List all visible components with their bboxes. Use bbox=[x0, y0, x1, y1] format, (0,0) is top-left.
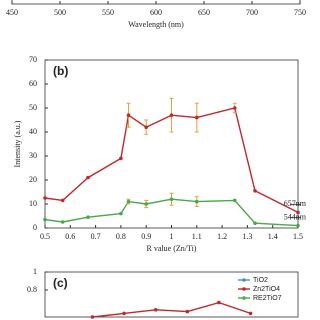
series-annotation: 657nm bbox=[284, 199, 307, 208]
point bbox=[253, 221, 257, 225]
point bbox=[185, 309, 190, 314]
legend-marker bbox=[242, 287, 246, 291]
point bbox=[144, 125, 148, 129]
point bbox=[86, 215, 90, 219]
y-tick-label: 60 bbox=[29, 79, 37, 88]
y-tick-label: 30 bbox=[29, 151, 37, 160]
x-tick-label: 1.1 bbox=[192, 232, 202, 241]
y-tick-label: 0.8 bbox=[27, 285, 37, 294]
point bbox=[126, 113, 131, 117]
point bbox=[119, 211, 123, 216]
y-tick-label: 1 bbox=[33, 267, 37, 276]
point bbox=[296, 223, 300, 228]
y-axis-label: Intensity (a.u.) bbox=[13, 120, 22, 167]
x-axis-label: R value (Zn/Ti) bbox=[147, 244, 197, 253]
x-tick-label: 0.9 bbox=[141, 232, 151, 241]
panel-label: (b) bbox=[53, 64, 68, 78]
legend-label: TiO2 bbox=[253, 277, 268, 284]
y-tick-label: 50 bbox=[29, 103, 37, 112]
point bbox=[60, 198, 65, 203]
legend-label: Zn2TiO4 bbox=[253, 286, 280, 293]
x-tick-label: 1.2 bbox=[217, 232, 227, 241]
point bbox=[126, 199, 131, 204]
panel-label: (c) bbox=[53, 276, 68, 290]
x-tick-label: 650 bbox=[198, 8, 210, 17]
point bbox=[232, 198, 237, 203]
point bbox=[90, 315, 95, 319]
point bbox=[169, 113, 174, 117]
y-tick-label: 0 bbox=[33, 223, 37, 232]
x-tick-label: 1 bbox=[170, 232, 174, 241]
x-tick-label: 1.3 bbox=[242, 232, 252, 241]
point bbox=[43, 196, 47, 200]
point bbox=[195, 115, 199, 120]
legend-label: RE2TiO7 bbox=[253, 295, 282, 302]
x-tick-label: 550 bbox=[102, 8, 114, 17]
point bbox=[169, 197, 174, 201]
x-axis-label: Wavelength (nm) bbox=[128, 20, 184, 29]
point bbox=[253, 189, 257, 193]
y-tick-label: 20 bbox=[29, 175, 37, 184]
y-tick-label: 10 bbox=[29, 199, 37, 208]
point bbox=[144, 202, 148, 206]
x-tick-label: 1.4 bbox=[268, 232, 278, 241]
x-tick-label: 0.8 bbox=[116, 232, 126, 241]
legend-marker bbox=[242, 296, 246, 300]
plot-frame bbox=[44, 271, 299, 318]
point bbox=[122, 311, 126, 316]
series-annotation: 544nm bbox=[284, 212, 307, 221]
point bbox=[119, 156, 123, 161]
point bbox=[248, 311, 253, 316]
point bbox=[43, 217, 47, 222]
legend-marker bbox=[242, 278, 246, 282]
x-tick-label: 700 bbox=[246, 8, 258, 17]
y-tick-label: 40 bbox=[29, 127, 37, 136]
x-tick-label: 0.7 bbox=[91, 232, 101, 241]
point bbox=[217, 300, 221, 305]
x-tick-label: 500 bbox=[54, 8, 66, 17]
point bbox=[232, 106, 237, 110]
point bbox=[296, 210, 300, 215]
point bbox=[153, 308, 158, 312]
point bbox=[60, 220, 65, 224]
series-line bbox=[92, 301, 251, 318]
x-tick-label: 0.6 bbox=[65, 232, 75, 241]
x-tick-label: 450 bbox=[6, 8, 18, 17]
x-tick-label: 750 bbox=[294, 8, 306, 17]
x-tick-label: 600 bbox=[150, 8, 162, 17]
x-tick-label: 0.5 bbox=[40, 232, 50, 241]
y-tick-label: 70 bbox=[29, 55, 37, 64]
point bbox=[195, 199, 199, 204]
point bbox=[86, 175, 90, 180]
x-tick-label: 1.5 bbox=[293, 232, 303, 241]
